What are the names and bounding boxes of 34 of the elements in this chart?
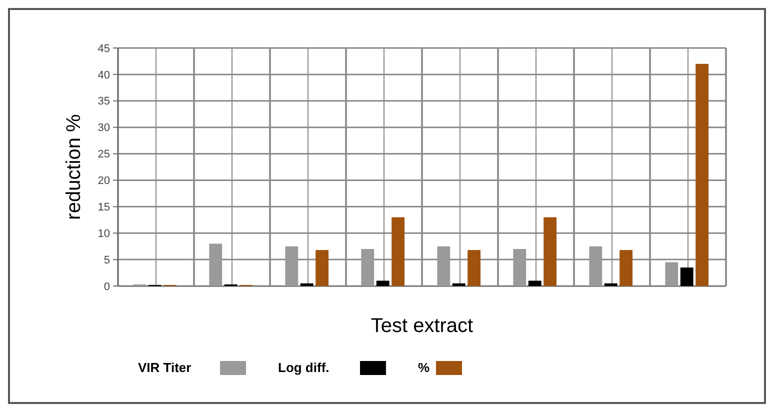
bar xyxy=(209,244,222,286)
bar xyxy=(513,248,526,286)
bar xyxy=(376,280,390,286)
bar xyxy=(589,246,602,286)
bar xyxy=(620,250,633,286)
bar xyxy=(680,267,694,286)
x-axis-title: Test extract xyxy=(370,315,474,337)
bar xyxy=(528,280,542,286)
bar xyxy=(452,283,466,286)
legend-label: VIR Titer xyxy=(138,360,192,375)
bar xyxy=(285,246,298,286)
bar xyxy=(316,250,329,286)
bar xyxy=(604,283,618,286)
bar xyxy=(437,246,450,286)
bar xyxy=(544,217,557,286)
y-tick-label: 15 xyxy=(98,202,110,214)
y-tick-label: 35 xyxy=(98,96,110,108)
bar xyxy=(361,248,374,286)
bar xyxy=(468,250,481,286)
bar xyxy=(300,283,314,286)
y-tick-label: 0 xyxy=(104,280,110,293)
y-tick-label: 45 xyxy=(98,42,110,55)
y-axis-title: reduction % xyxy=(63,114,85,220)
legend-label: % xyxy=(418,360,430,375)
legend-label: Log diff. xyxy=(278,360,330,375)
bar xyxy=(392,217,405,286)
bar xyxy=(665,262,678,286)
bar xyxy=(696,64,709,286)
y-tick-label: 30 xyxy=(98,122,110,134)
y-tick-label: 10 xyxy=(98,228,110,240)
y-tick-label: 20 xyxy=(98,175,110,188)
y-tick-label: 40 xyxy=(98,69,110,82)
y-tick-label: 25 xyxy=(98,148,110,161)
y-tick-label: 5 xyxy=(104,254,110,266)
